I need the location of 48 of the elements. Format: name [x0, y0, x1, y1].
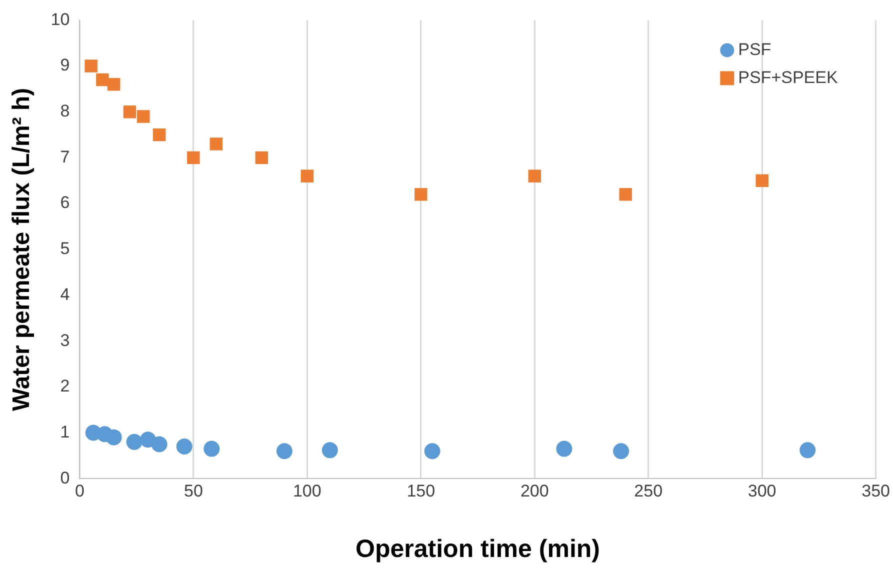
x-axis-title: Operation time (min) [356, 534, 600, 563]
point [151, 436, 168, 452]
point [152, 128, 166, 142]
point [556, 440, 572, 457]
y-tick-label: 8 [60, 102, 70, 121]
point [414, 188, 428, 201]
x-tick-label: 250 [634, 481, 663, 500]
point [96, 73, 109, 86]
point [84, 60, 98, 72]
point [528, 170, 541, 182]
y-tick-label: 7 [60, 147, 70, 166]
x-tick-label: 300 [748, 481, 776, 500]
y-tick-label: 0 [60, 468, 70, 488]
point [619, 188, 632, 201]
point [613, 443, 630, 460]
point [204, 440, 220, 457]
x-tick-label: 50 [184, 481, 203, 500]
y-axis-title: Water permeate flux (L/m² h) [8, 88, 36, 411]
legend-label: PSF [738, 40, 772, 59]
point [123, 106, 136, 118]
point [126, 434, 142, 450]
point [300, 170, 314, 182]
y-tick-label: 10 [50, 10, 70, 29]
x-tick-label: 150 [406, 481, 436, 500]
x-tick-label: 200 [520, 481, 549, 500]
y-tick-label: 5 [60, 239, 70, 258]
y-tick-label: 3 [60, 330, 70, 350]
point [106, 429, 122, 446]
y-tick-label: 9 [60, 56, 70, 75]
x-tick-label: 0 [74, 481, 84, 500]
point [176, 438, 192, 455]
point [276, 443, 292, 460]
point [255, 151, 268, 164]
point [107, 78, 120, 91]
point [210, 138, 223, 150]
point [322, 442, 338, 458]
y-tick-label: 6 [60, 193, 70, 212]
point [756, 174, 768, 188]
point [137, 110, 150, 123]
y-tick-label: 4 [60, 284, 70, 304]
point [187, 151, 200, 164]
y-tick-label: 2 [60, 376, 70, 396]
y-tick-label: 1 [60, 422, 70, 442]
point [800, 442, 816, 458]
point [424, 443, 440, 460]
x-tick-label: 100 [292, 481, 322, 500]
x-tick-label: 350 [862, 481, 890, 500]
legend-label: PSF+SPEEK [738, 68, 838, 87]
